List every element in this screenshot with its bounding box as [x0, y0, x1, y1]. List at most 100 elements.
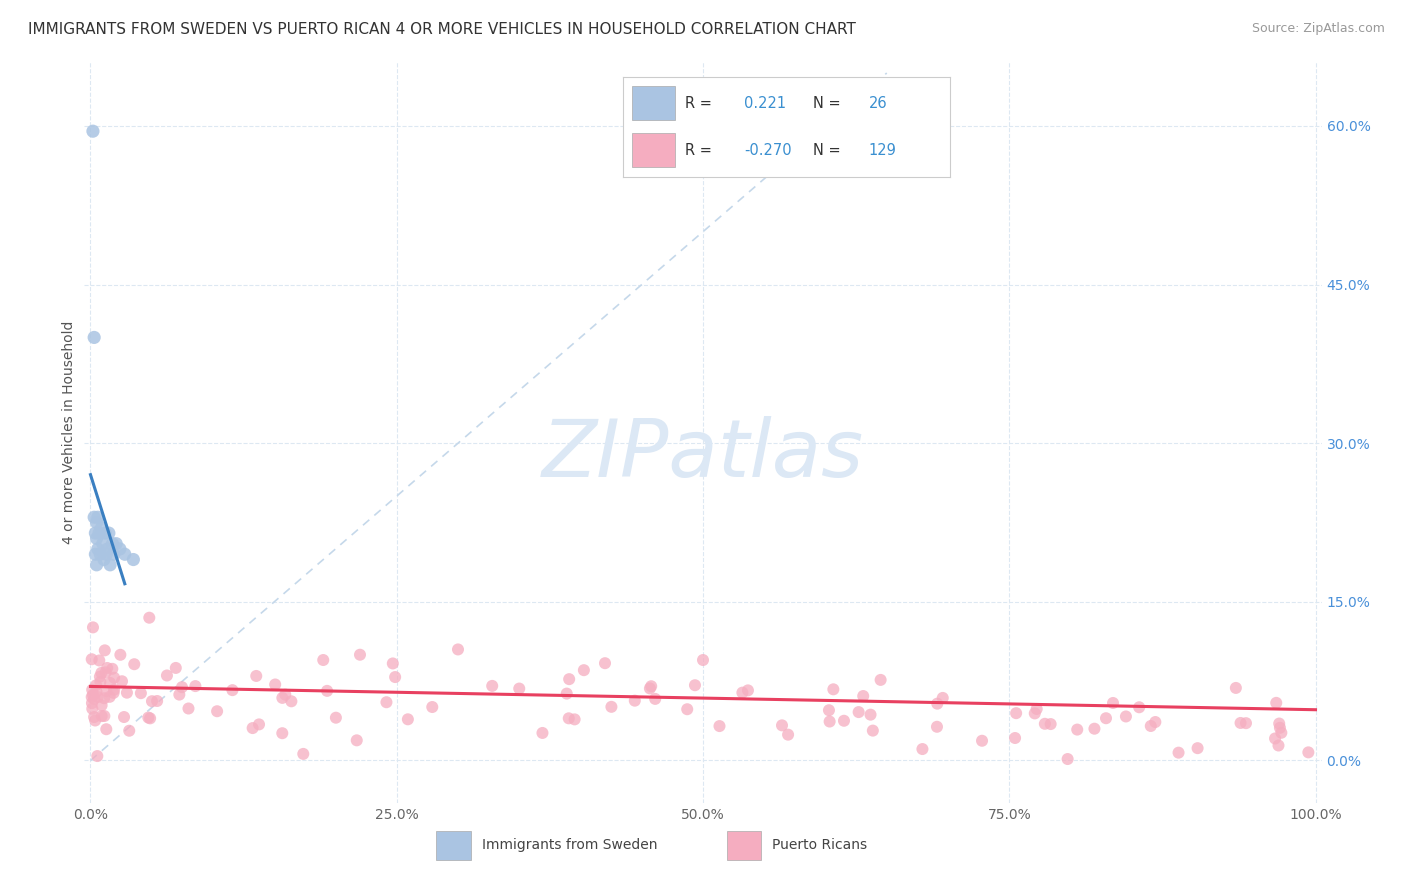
Point [312, 653, 335, 667]
Point [87, 526, 110, 541]
Point [90, 665, 112, 680]
Text: ZIPatlas: ZIPatlas [541, 416, 865, 494]
Point [103, 671, 125, 685]
Point [676, 702, 699, 716]
Point [832, 714, 855, 728]
Point [129, 686, 152, 700]
Point [82, 688, 104, 702]
Point [927, 697, 949, 711]
Point [82, 124, 104, 138]
Point [83, 692, 105, 706]
Point [138, 611, 160, 625]
Point [1225, 681, 1247, 695]
Point [1024, 706, 1046, 721]
Point [114, 547, 136, 561]
Point [640, 679, 662, 693]
Point [508, 681, 530, 696]
Point [346, 733, 368, 747]
Point [96, 547, 118, 561]
Point [1102, 696, 1125, 710]
Point [932, 690, 955, 705]
Point [644, 692, 666, 706]
Point [1264, 731, 1286, 746]
Point [911, 742, 934, 756]
Point [89, 547, 111, 561]
Point [122, 657, 145, 672]
Point [737, 683, 759, 698]
Point [1268, 716, 1291, 731]
Point [110, 648, 132, 662]
Point [1004, 731, 1026, 745]
Point [80, 652, 103, 666]
Point [1066, 723, 1088, 737]
Point [970, 733, 993, 747]
Point [925, 720, 948, 734]
Point [274, 688, 297, 702]
Point [558, 672, 581, 686]
Point [638, 681, 661, 696]
Point [1144, 714, 1167, 729]
Point [859, 707, 882, 722]
Point [93, 709, 115, 723]
Point [264, 677, 287, 691]
Point [1298, 745, 1320, 759]
Point [96, 684, 118, 698]
Point [731, 685, 754, 699]
Point [572, 663, 595, 677]
Point [86, 532, 108, 546]
Point [1095, 711, 1118, 725]
Point [375, 695, 398, 709]
Point [531, 726, 554, 740]
Point [1267, 739, 1289, 753]
Point [105, 537, 128, 551]
Point [247, 717, 270, 731]
Point [593, 656, 616, 670]
Point [1115, 709, 1137, 723]
Point [292, 747, 315, 761]
Point [692, 653, 714, 667]
Text: IMMIGRANTS FROM SWEDEN VS PUERTO RICAN 4 OR MORE VEHICLES IN HOUSEHOLD CORRELATI: IMMIGRANTS FROM SWEDEN VS PUERTO RICAN 4… [28, 22, 856, 37]
Point [384, 670, 406, 684]
Point [1025, 702, 1047, 716]
Point [1083, 722, 1105, 736]
Point [103, 682, 125, 697]
Point [558, 711, 581, 725]
Point [420, 700, 443, 714]
Point [600, 699, 623, 714]
Point [1234, 716, 1257, 731]
Point [84, 714, 107, 728]
Point [165, 661, 187, 675]
Point [271, 726, 294, 740]
Point [103, 547, 125, 561]
Point [316, 684, 339, 698]
Point [83, 710, 105, 724]
Point [87, 510, 110, 524]
Point [86, 558, 108, 572]
Point [94, 526, 117, 541]
Point [1005, 706, 1028, 721]
Point [770, 718, 793, 732]
Point [869, 673, 891, 687]
Point [112, 710, 135, 724]
Point [96, 661, 118, 675]
Point [86, 685, 108, 699]
Point [1167, 746, 1189, 760]
Point [97, 526, 120, 541]
Point [564, 712, 586, 726]
Point [170, 680, 193, 694]
Point [139, 711, 162, 725]
Point [84, 678, 107, 692]
Point [115, 686, 138, 700]
Point [98, 690, 121, 704]
Point [555, 687, 578, 701]
Y-axis label: 4 or more Vehicles in Household: 4 or more Vehicles in Household [62, 321, 76, 544]
Point [90, 709, 112, 723]
Point [87, 541, 110, 556]
Point [90, 521, 112, 535]
Point [103, 686, 125, 700]
Point [84, 526, 107, 541]
Point [94, 643, 117, 657]
Point [141, 694, 163, 708]
Point [111, 674, 134, 689]
Point [86, 749, 108, 764]
